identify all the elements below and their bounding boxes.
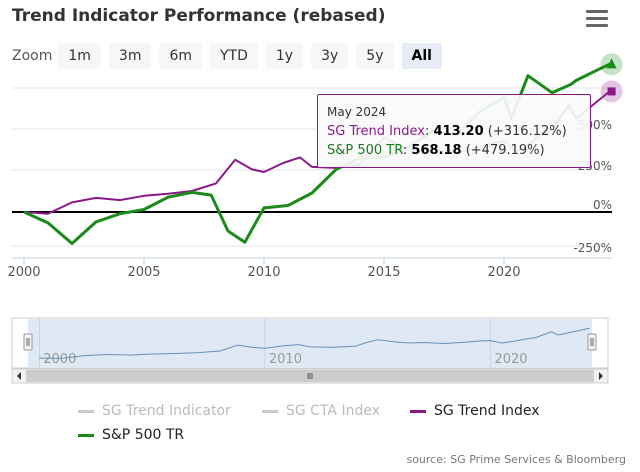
tooltip-change: (+316.12%) bbox=[483, 124, 567, 139]
navigator-handle-left[interactable] bbox=[23, 333, 33, 351]
legend-swatch bbox=[410, 409, 426, 413]
navigator-x-label: 2020 bbox=[494, 352, 527, 367]
tooltip-change: (+479.19%) bbox=[461, 143, 545, 158]
legend-label: SG CTA Index bbox=[286, 403, 380, 419]
zoom-button-3m[interactable]: 3m bbox=[108, 43, 152, 69]
tooltip-series-name: SG Trend Index bbox=[327, 124, 425, 139]
zoom-button-5y[interactable]: 5y bbox=[356, 43, 394, 69]
legend-label: S&P 500 TR bbox=[102, 427, 185, 443]
x-tick-label: 2000 bbox=[7, 265, 40, 280]
scroll-right-arrow-icon[interactable] bbox=[599, 372, 603, 380]
tooltip-separator: : bbox=[402, 143, 412, 158]
legend-label: SG Trend Index bbox=[434, 403, 540, 419]
navigator-selection bbox=[28, 319, 592, 367]
hamburger-menu-icon[interactable] bbox=[586, 10, 608, 28]
tooltip-date: May 2024 bbox=[327, 105, 387, 119]
zoom-button-6m[interactable]: 6m bbox=[159, 43, 202, 69]
x-tick-label: 2005 bbox=[127, 265, 160, 280]
legend-item-sg-trend-indicator[interactable]: SG Trend Indicator bbox=[78, 403, 231, 419]
zoom-button-1y[interactable]: 1y bbox=[265, 43, 304, 69]
tooltip-value: 568.18 bbox=[411, 143, 462, 158]
legend-item-sg-trend-index[interactable]: SG Trend Index bbox=[410, 403, 540, 419]
tooltip-row-sp500: S&P 500 TR: 568.18 (+479.19%) bbox=[327, 141, 581, 160]
zoom-label: Zoom bbox=[12, 48, 53, 64]
zoom-button-all[interactable]: All bbox=[401, 43, 442, 69]
legend-swatch bbox=[78, 433, 94, 437]
tooltip-series-name: S&P 500 TR bbox=[327, 143, 403, 158]
legend-item-sg-cta-index[interactable]: SG CTA Index bbox=[262, 403, 380, 419]
navigator-handle-body bbox=[23, 333, 33, 351]
tooltip-value: 413.20 bbox=[433, 124, 484, 139]
zoom-button-1m[interactable]: 1m bbox=[58, 43, 101, 69]
source-note: source: SG Prime Services & Bloomberg bbox=[406, 453, 626, 466]
y-tick-label: -250% bbox=[573, 241, 612, 255]
x-tick-label: 2020 bbox=[487, 265, 520, 280]
legend-item-sp500-tr[interactable]: S&P 500 TR bbox=[78, 427, 184, 443]
x-tick-label: 2015 bbox=[367, 265, 400, 280]
zoom-button-ytd[interactable]: YTD bbox=[210, 43, 258, 69]
hover-marker-sp500-tr bbox=[606, 58, 617, 69]
tooltip-row-sg-trend: SG Trend Index: 413.20 (+316.12%) bbox=[327, 122, 581, 141]
x-tick-label: 2010 bbox=[247, 265, 280, 280]
navigator-handle-body bbox=[587, 333, 597, 351]
chart-title: Trend Indicator Performance (rebased) bbox=[12, 6, 386, 26]
scroll-left-arrow-icon[interactable] bbox=[17, 372, 21, 380]
navigator-handle-right[interactable] bbox=[587, 333, 597, 351]
hover-marker-sg-trend-index bbox=[607, 87, 616, 96]
legend-swatch bbox=[78, 409, 94, 413]
navigator-x-label: 2000 bbox=[43, 352, 76, 367]
chart-tooltip: May 2024 SG Trend Index: 413.20 (+316.12… bbox=[317, 94, 591, 168]
navigator-series-line bbox=[39, 327, 590, 359]
y-tick-label: 0% bbox=[593, 198, 612, 212]
tooltip-separator: : bbox=[424, 124, 434, 139]
zoom-button-3y[interactable]: 3y bbox=[311, 43, 349, 69]
navigator-x-label: 2010 bbox=[269, 352, 302, 367]
legend-swatch bbox=[262, 409, 278, 413]
legend-label: SG Trend Indicator bbox=[102, 403, 231, 419]
zoom-toolbar: Zoom 1m 3m 6m YTD 1y 3y 5y All bbox=[12, 42, 450, 70]
